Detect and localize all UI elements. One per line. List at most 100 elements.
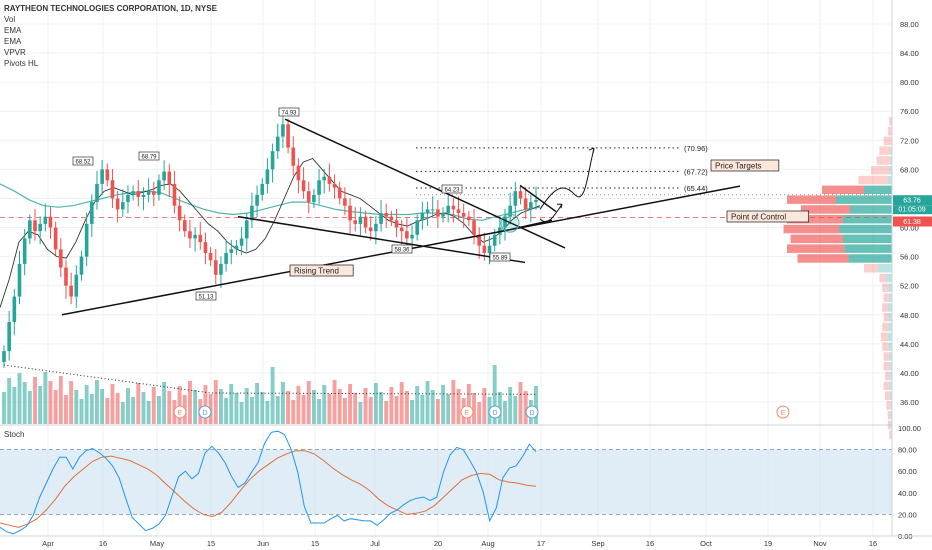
candle-body (12, 296, 17, 323)
profile-bar-down (882, 303, 888, 312)
candle-body (188, 231, 192, 239)
volume-bar (7, 378, 12, 424)
candle-body (327, 176, 332, 184)
volume-bar (84, 385, 89, 424)
candle-body (436, 209, 440, 217)
candle-body (487, 245, 492, 253)
profile-bar-up (889, 166, 892, 175)
candle-body (275, 136, 280, 152)
volume-bar (53, 390, 58, 424)
candle-body (456, 209, 461, 213)
point-of-control-label: Point of Control (731, 213, 786, 222)
candle-body (312, 194, 316, 203)
volume-bar (48, 381, 53, 424)
volume-bar (415, 386, 420, 424)
volume-bar (255, 383, 260, 424)
indicator-label-ema-1[interactable]: EMA (4, 26, 22, 35)
candle-body (182, 220, 187, 232)
volume-bar (456, 389, 461, 424)
volume-bar (379, 392, 384, 424)
candle-body (224, 252, 228, 264)
volume-bar (141, 392, 146, 424)
indicator-label-ema-2[interactable]: EMA (4, 37, 22, 46)
profile-bar-down (864, 264, 878, 273)
pivot-label: 68.52 (75, 160, 91, 166)
x-tick-label: 16 (646, 539, 654, 548)
volume-bar (12, 387, 17, 424)
y-tick-label: 68.00 (900, 165, 919, 174)
volume-bar (193, 390, 198, 424)
indicator-label-vpvr[interactable]: VPVR (4, 48, 26, 57)
candle-body (213, 260, 218, 275)
y-tick-label: 36.00 (900, 398, 919, 407)
profile-bar-down (882, 322, 889, 332)
candle-body (281, 124, 285, 137)
pivot-label: 64.23 (444, 188, 460, 194)
candle-body (389, 216, 394, 221)
volume-bar (69, 381, 74, 424)
moving-averages (0, 157, 541, 308)
volume-bar (270, 367, 275, 424)
profile-bar-up (889, 371, 892, 381)
volume-bar (327, 394, 332, 424)
candle-body (508, 205, 512, 217)
pivot-label-box (72, 156, 94, 166)
x-tick-label: 15 (207, 539, 215, 548)
profile-bar-down (886, 401, 891, 410)
poc-price-tag (893, 216, 932, 227)
candle-body (446, 205, 451, 213)
candle-body (461, 213, 466, 217)
x-tick-label: May (150, 539, 164, 548)
indicator-label-vol[interactable]: Vol (4, 15, 16, 24)
dividend-marker (198, 405, 212, 419)
candle-body (482, 245, 487, 253)
rising-trend-box (289, 264, 354, 277)
candle-body (420, 213, 425, 221)
volume-bar (322, 385, 327, 424)
volume-bar (399, 382, 404, 424)
stoch-title[interactable]: Stoch (4, 430, 25, 439)
pivot-label: 55.89 (492, 256, 508, 262)
candle-body (162, 171, 166, 181)
pivot-label-box (391, 244, 413, 254)
volume-bar (404, 391, 409, 424)
volume-bar (477, 402, 482, 424)
profile-bar-up (844, 244, 892, 253)
profile-bar-up (888, 313, 892, 322)
price-targets-label: Price Targets (715, 162, 762, 171)
y-tick-label: 56.00 (900, 253, 919, 262)
candle-body (105, 169, 110, 181)
stoch-y-tick-label: 100.00 (898, 424, 921, 433)
volume-bar (311, 390, 316, 424)
volume-bar (441, 385, 445, 424)
pivot-label: 68.79 (141, 155, 157, 161)
profile-bar-down (885, 391, 890, 400)
candle-body (255, 194, 259, 206)
candle-body (110, 180, 115, 199)
indicator-label-pivots[interactable]: Pivots HL (4, 59, 39, 68)
target-level-label: (67.72) (684, 167, 708, 176)
pivot-label-box (441, 184, 463, 194)
candle-body (84, 223, 89, 257)
stoch-y-tick-label: 40.00 (898, 489, 917, 498)
volume-bar (187, 381, 192, 424)
last-price-text: 63.76 (903, 198, 921, 205)
candle-body (74, 274, 79, 297)
candle-body (22, 238, 27, 264)
candle-body (239, 238, 244, 246)
profile-bar-up (850, 205, 892, 214)
stoch-panel (0, 430, 892, 535)
profile-bar-up (878, 264, 892, 273)
profile-bar-up (886, 273, 892, 283)
profile-bar-down (889, 430, 892, 440)
x-tick-label: 19 (764, 539, 772, 548)
price-axis-bg (892, 0, 932, 550)
volume-bar (472, 393, 476, 424)
profile-bar-down (883, 381, 890, 391)
profile-bar-down (787, 215, 843, 224)
candle-body (425, 209, 430, 213)
profile-bar-up (889, 362, 892, 371)
candle-body (244, 220, 249, 239)
y-tick-label: 76.00 (900, 107, 919, 116)
profile-bar-up (843, 215, 892, 224)
